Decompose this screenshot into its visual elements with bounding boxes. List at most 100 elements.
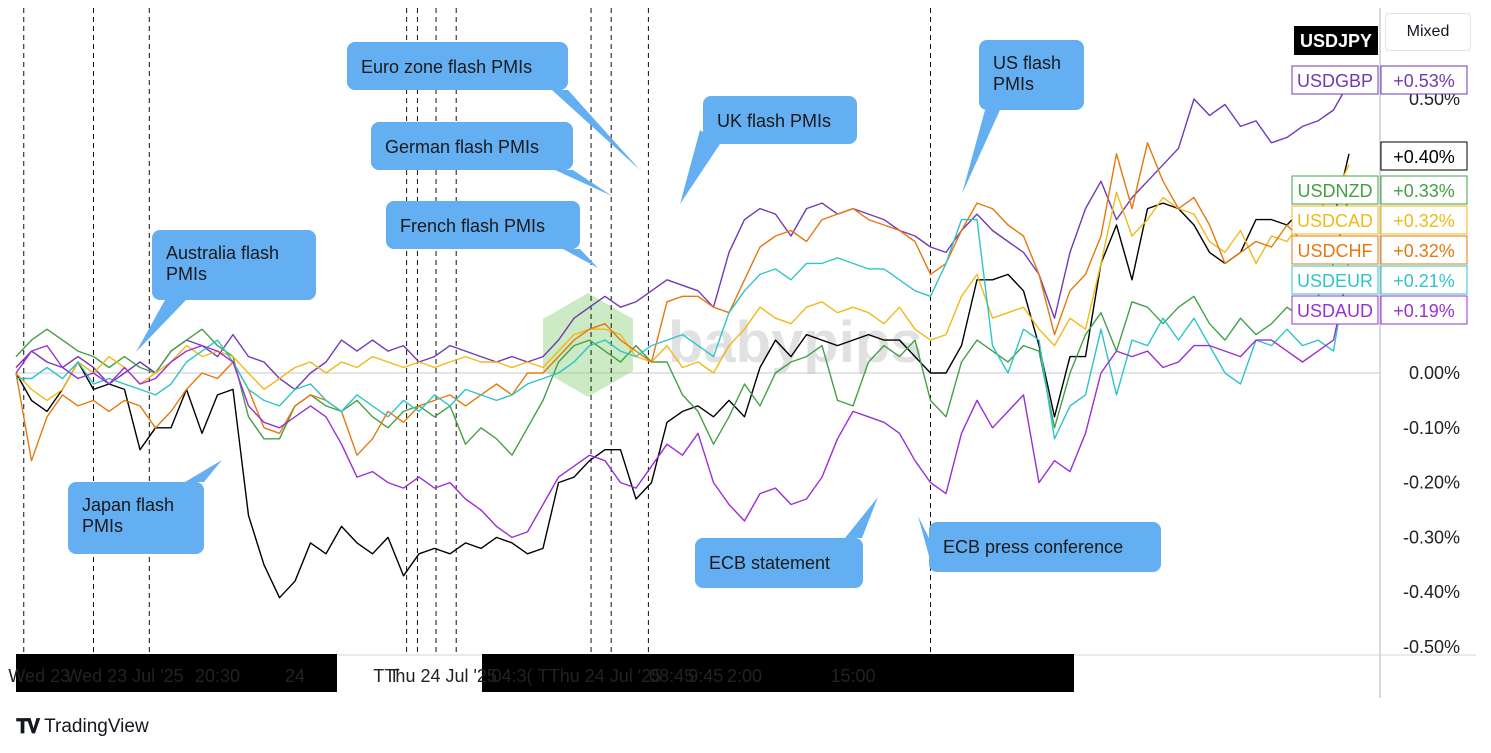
tag-usdaud: USDAUD +0.19% — [1291, 295, 1468, 325]
series-name-tag — [1291, 235, 1379, 265]
callout-pointer — [552, 90, 640, 170]
callout-box — [68, 482, 204, 554]
callout-pointer — [918, 516, 929, 556]
series-layer — [15, 82, 1350, 599]
callout-box — [979, 40, 1084, 110]
series-value-tag — [1380, 141, 1468, 171]
series-last-value: +0.19% — [1393, 301, 1455, 321]
callout-label: German flash PMIs — [385, 137, 539, 157]
callout-box — [929, 522, 1161, 572]
event-callout: UK flash PMIs — [680, 96, 857, 204]
babypips-hex-logo — [543, 293, 633, 397]
x-tick-label: 2:00 — [727, 666, 762, 686]
callout-label: French flash PMIs — [400, 216, 545, 236]
series-name: USDAUD — [1297, 301, 1373, 321]
callout-label: PMIs — [993, 74, 1034, 94]
brand-name: TradingView — [44, 716, 149, 737]
callout-pointer — [185, 460, 222, 482]
tag-usdnzd: USDNZD +0.33% — [1291, 175, 1468, 205]
series-line-usdaud[interactable] — [15, 268, 1350, 539]
series-line-usdgbp[interactable] — [15, 82, 1350, 391]
series-line-usdjpy[interactable] — [15, 153, 1350, 599]
callout-label: Japan flash — [82, 495, 174, 515]
series-name: USDCHF — [1298, 241, 1373, 261]
callout-box — [386, 201, 580, 249]
callout-pointer — [680, 130, 720, 204]
scale-mode-button[interactable]: Mixed — [1385, 13, 1471, 51]
series-last-value-tags: USDJPY +0.40% USDGBP +0.53% USDNZD +0.33% USDC… — [1291, 26, 1468, 325]
y-tick-label: 0.00% — [1409, 363, 1460, 383]
tradingview-brand[interactable]: 𝐓𝐕 TradingView — [16, 714, 149, 740]
series-value-tag — [1380, 65, 1468, 95]
series-name-tag — [1291, 175, 1379, 205]
y-tick-label: -0.20% — [1403, 473, 1460, 493]
series-value-tag — [1380, 205, 1468, 235]
callout-label: ECB statement — [709, 553, 830, 573]
tag-usdchf: USDCHF +0.32% — [1291, 235, 1468, 265]
callout-pointer — [962, 110, 1000, 194]
series-name-tag — [1294, 26, 1378, 55]
x-tick-label: Thu 24 Jul '25 — [384, 666, 497, 686]
tag-usdcad: USDCAD +0.32% — [1291, 205, 1468, 235]
callout-label: Euro zone flash PMIs — [361, 57, 532, 77]
callout-pointer — [563, 249, 598, 268]
x-tick-label: T — [373, 666, 384, 686]
series-value-tag — [1380, 265, 1468, 295]
series-last-value: +0.40% — [1393, 147, 1455, 167]
event-callout: ECB press conference — [918, 516, 1161, 572]
y-tick-label: -0.10% — [1403, 418, 1460, 438]
series-name-tag — [1291, 205, 1379, 235]
series-value-tag — [1380, 295, 1468, 325]
tag-usdjpy: USDJPY +0.40% — [1294, 26, 1468, 171]
event-callout: German flash PMIs — [371, 122, 612, 196]
x-tick-label: 9:45 — [688, 666, 723, 686]
callout-label: Australia flash — [166, 243, 279, 263]
tag-usdeur: USDEUR +0.21% — [1291, 265, 1468, 295]
x-tick-label: Wed 23 — [8, 666, 70, 686]
event-callout: Euro zone flash PMIs — [347, 42, 640, 170]
x-tick-label: T — [389, 666, 400, 686]
callout-pointer — [555, 170, 612, 196]
callout-box — [371, 122, 573, 170]
x-tick-label: 24 — [285, 666, 305, 686]
time-axis-highlight-2 — [482, 654, 1074, 692]
series-line-usdcad[interactable] — [15, 164, 1350, 402]
x-tick-label: 20:30 — [195, 666, 240, 686]
tag-usdgbp: USDGBP +0.53% — [1291, 65, 1468, 95]
series-name: USDNZD — [1298, 181, 1373, 201]
time-axis-highlight-1 — [16, 654, 337, 692]
series-value-tag — [1380, 235, 1468, 265]
callout-label: US flash — [993, 53, 1061, 73]
series-last-value: +0.21% — [1393, 271, 1455, 291]
series-line-usdeur[interactable] — [16, 218, 1350, 440]
y-tick-label: -0.30% — [1403, 527, 1460, 547]
callout-box — [703, 96, 857, 144]
event-callout: ECB statement — [695, 497, 878, 588]
series-value-tag — [1380, 175, 1468, 205]
x-tick-label: 04:3( — [491, 666, 532, 686]
x-tick-label: Thu 24 Jul '25 — [549, 666, 662, 686]
callout-box — [695, 538, 863, 588]
price-axis[interactable]: 0.50%0.00%-0.10%-0.20%-0.30%-0.40%-0.50% — [1403, 89, 1460, 657]
x-tick-label: T — [538, 666, 549, 686]
series-name-tag — [1291, 295, 1379, 325]
series-last-value: +0.32% — [1393, 241, 1455, 261]
callout-label: PMIs — [82, 516, 123, 536]
callout-pointer — [136, 300, 186, 352]
series-last-value: +0.32% — [1393, 211, 1455, 231]
callout-label: UK flash PMIs — [717, 111, 831, 131]
x-tick-label: 08:45 — [649, 666, 694, 686]
x-tick-label: Wed 23 Jul '25 — [65, 666, 183, 686]
series-last-value: +0.33% — [1393, 181, 1455, 201]
series-name: USDJPY — [1300, 31, 1372, 51]
x-tick-label: 15:00 — [830, 666, 875, 686]
callout-label: ECB press conference — [943, 537, 1123, 557]
series-name-tag — [1291, 65, 1379, 95]
y-tick-label: -0.40% — [1403, 582, 1460, 602]
